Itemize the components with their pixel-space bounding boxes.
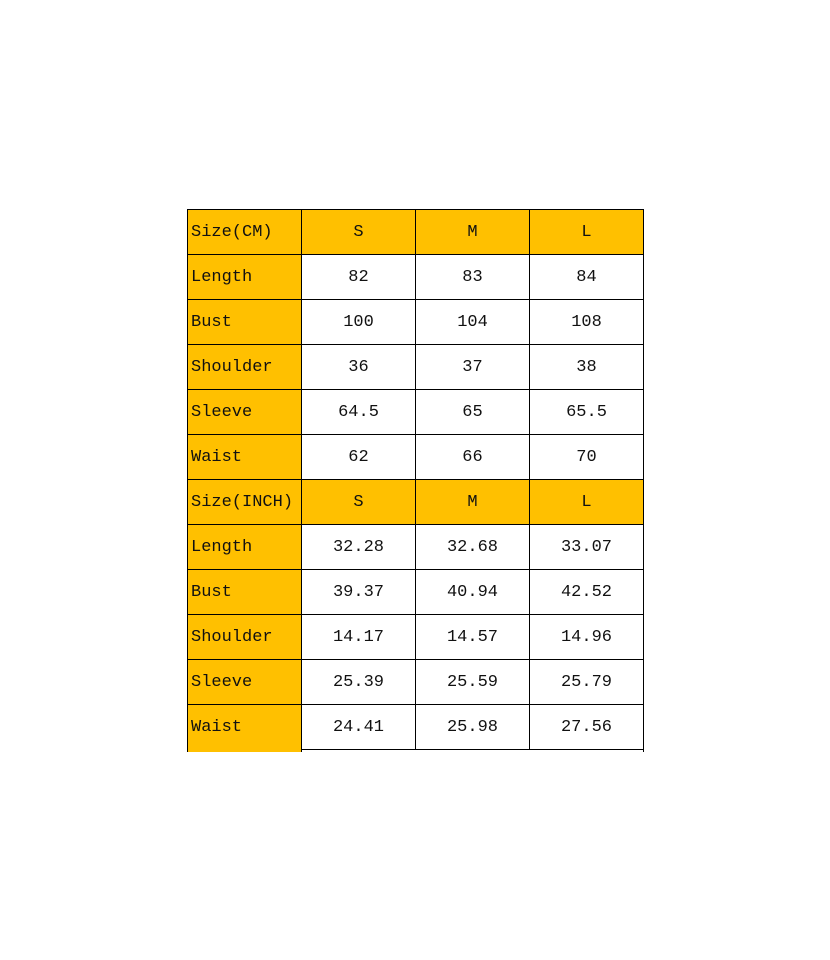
row-label: Length bbox=[187, 524, 302, 570]
table-cell: 39.37 bbox=[301, 569, 416, 615]
table-cell: 83 bbox=[415, 254, 530, 300]
row-label: Bust bbox=[187, 299, 302, 345]
header-cell: S bbox=[301, 209, 416, 255]
table-cell: 25.98 bbox=[415, 704, 530, 750]
header-cell: M bbox=[415, 479, 530, 525]
table-cell: 84 bbox=[529, 254, 644, 300]
row-label: Length bbox=[187, 254, 302, 300]
row-label: Sleeve bbox=[187, 659, 302, 705]
table-cell: 25.79 bbox=[529, 659, 644, 705]
row-label: Waist bbox=[187, 434, 302, 480]
table-cell: 40.94 bbox=[415, 569, 530, 615]
table-cell: 27.56 bbox=[529, 704, 644, 750]
table-cell: 33.07 bbox=[529, 524, 644, 570]
header-cell: Size(INCH) bbox=[187, 479, 302, 525]
header-cell: M bbox=[415, 209, 530, 255]
table-cell: 108 bbox=[529, 299, 644, 345]
table-cell: 14.17 bbox=[301, 614, 416, 660]
table-cell: 66 bbox=[415, 434, 530, 480]
table-cell: 36 bbox=[301, 344, 416, 390]
row-label: Bust bbox=[187, 569, 302, 615]
header-cell: S bbox=[301, 479, 416, 525]
cut-cell bbox=[188, 749, 302, 752]
table-cell: 65 bbox=[415, 389, 530, 435]
header-cell: Size(CM) bbox=[187, 209, 302, 255]
table-cell: 70 bbox=[529, 434, 644, 480]
row-label: Shoulder bbox=[187, 614, 302, 660]
table-cell: 24.41 bbox=[301, 704, 416, 750]
row-label: Waist bbox=[187, 704, 302, 750]
table-cell: 42.52 bbox=[529, 569, 644, 615]
table-cell: 14.57 bbox=[415, 614, 530, 660]
table-cell: 25.59 bbox=[415, 659, 530, 705]
header-cell: L bbox=[529, 479, 644, 525]
table-cell: 62 bbox=[301, 434, 416, 480]
table-cell: 82 bbox=[301, 254, 416, 300]
table-cell: 38 bbox=[529, 344, 644, 390]
table-cell: 65.5 bbox=[529, 389, 644, 435]
table-cell: 14.96 bbox=[529, 614, 644, 660]
row-label: Sleeve bbox=[187, 389, 302, 435]
table-cell: 32.28 bbox=[301, 524, 416, 570]
table-cell: 104 bbox=[415, 299, 530, 345]
table-cell: 37 bbox=[415, 344, 530, 390]
table-continuation bbox=[187, 749, 644, 752]
table-cell: 64.5 bbox=[301, 389, 416, 435]
table-cell: 100 bbox=[301, 299, 416, 345]
row-label: Shoulder bbox=[187, 344, 302, 390]
header-cell: L bbox=[529, 209, 644, 255]
table-cell: 32.68 bbox=[415, 524, 530, 570]
table-cell: 25.39 bbox=[301, 659, 416, 705]
